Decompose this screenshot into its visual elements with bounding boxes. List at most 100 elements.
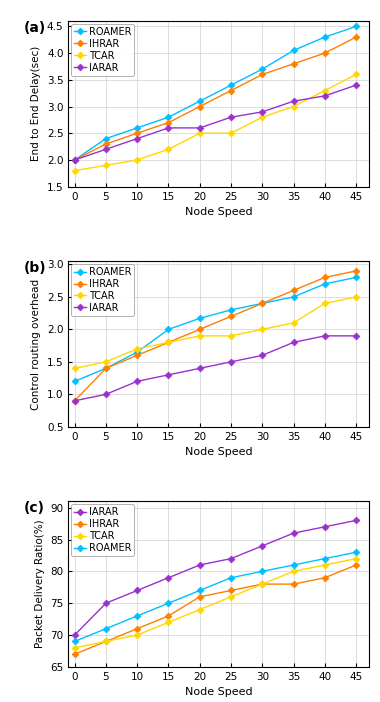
Line: TCAR: TCAR (72, 294, 358, 371)
TCAR (260, 113, 264, 121)
TCAR (104, 637, 108, 646)
IHRAR (104, 364, 108, 373)
Line: IARAR: IARAR (72, 333, 358, 403)
TCAR (291, 567, 296, 576)
IHRAR (354, 561, 358, 569)
IARAR (72, 397, 77, 405)
IARAR (198, 561, 202, 569)
ROAMER (323, 555, 327, 563)
ROAMER (291, 293, 296, 301)
IHRAR (198, 102, 202, 111)
TCAR (72, 166, 77, 175)
IARAR (354, 516, 358, 524)
IARAR (135, 377, 139, 385)
TCAR (260, 325, 264, 333)
IHRAR (104, 140, 108, 148)
IARAR (104, 599, 108, 607)
ROAMER (323, 279, 327, 288)
IARAR (229, 555, 233, 563)
ROAMER (166, 325, 171, 333)
IHRAR (166, 119, 171, 127)
IARAR (323, 92, 327, 100)
Y-axis label: Control routing overhead: Control routing overhead (32, 279, 41, 409)
IHRAR (291, 580, 296, 588)
IHRAR (260, 70, 264, 79)
ROAMER (260, 65, 264, 73)
IARAR (198, 364, 202, 373)
ROAMER (104, 134, 108, 143)
IARAR (291, 97, 296, 105)
ROAMER (291, 561, 296, 569)
TCAR (229, 592, 233, 601)
X-axis label: Node Speed: Node Speed (185, 687, 252, 697)
TCAR (104, 357, 108, 366)
X-axis label: Node Speed: Node Speed (185, 447, 252, 457)
ROAMER (198, 97, 202, 105)
IHRAR (198, 325, 202, 333)
IHRAR (260, 580, 264, 588)
TCAR (198, 331, 202, 340)
Text: (b): (b) (23, 261, 46, 275)
TCAR (198, 129, 202, 138)
TCAR (354, 70, 358, 79)
TCAR (166, 338, 171, 347)
IHRAR (291, 286, 296, 295)
IHRAR (229, 312, 233, 321)
IHRAR (104, 637, 108, 646)
IARAR (354, 81, 358, 89)
IHRAR (135, 351, 139, 359)
ROAMER (229, 574, 233, 582)
TCAR (135, 631, 139, 640)
IARAR (166, 124, 171, 132)
TCAR (323, 86, 327, 95)
ROAMER (72, 156, 77, 164)
TCAR (72, 364, 77, 373)
IARAR (229, 113, 233, 121)
ROAMER (166, 599, 171, 607)
ROAMER (135, 611, 139, 620)
X-axis label: Node Speed: Node Speed (185, 207, 252, 217)
Legend: ROAMER, IHRAR, TCAR, IARAR: ROAMER, IHRAR, TCAR, IARAR (71, 264, 134, 316)
ROAMER (72, 637, 77, 646)
Legend: IARAR, IHRAR, TCAR, ROAMER: IARAR, IHRAR, TCAR, ROAMER (71, 504, 134, 556)
TCAR (166, 618, 171, 626)
ROAMER (104, 364, 108, 373)
ROAMER (260, 299, 264, 307)
IARAR (135, 134, 139, 143)
TCAR (166, 145, 171, 154)
IARAR (260, 542, 264, 550)
IARAR (166, 371, 171, 379)
IARAR (260, 107, 264, 116)
IHRAR (72, 156, 77, 164)
TCAR (354, 293, 358, 301)
ROAMER (135, 124, 139, 132)
Line: IARAR: IARAR (72, 83, 358, 162)
IHRAR (198, 592, 202, 601)
IHRAR (72, 397, 77, 405)
IHRAR (323, 273, 327, 282)
ROAMER (291, 46, 296, 55)
IHRAR (72, 650, 77, 658)
IHRAR (323, 574, 327, 582)
IHRAR (135, 129, 139, 138)
ROAMER (166, 113, 171, 121)
Line: IARAR: IARAR (72, 518, 358, 637)
ROAMER (72, 377, 77, 385)
Y-axis label: End to End Delay(sec): End to End Delay(sec) (32, 46, 41, 161)
IARAR (354, 331, 358, 340)
Line: IHRAR: IHRAR (72, 562, 358, 656)
TCAR (291, 319, 296, 327)
TCAR (260, 580, 264, 588)
IARAR (104, 145, 108, 154)
IARAR (135, 586, 139, 595)
IARAR (323, 522, 327, 531)
Line: ROAMER: ROAMER (72, 24, 358, 162)
TCAR (135, 345, 139, 353)
ROAMER (229, 81, 233, 89)
IHRAR (229, 586, 233, 595)
ROAMER (229, 305, 233, 314)
IARAR (291, 529, 296, 537)
IHRAR (354, 267, 358, 275)
ROAMER (104, 625, 108, 633)
IHRAR (260, 299, 264, 307)
